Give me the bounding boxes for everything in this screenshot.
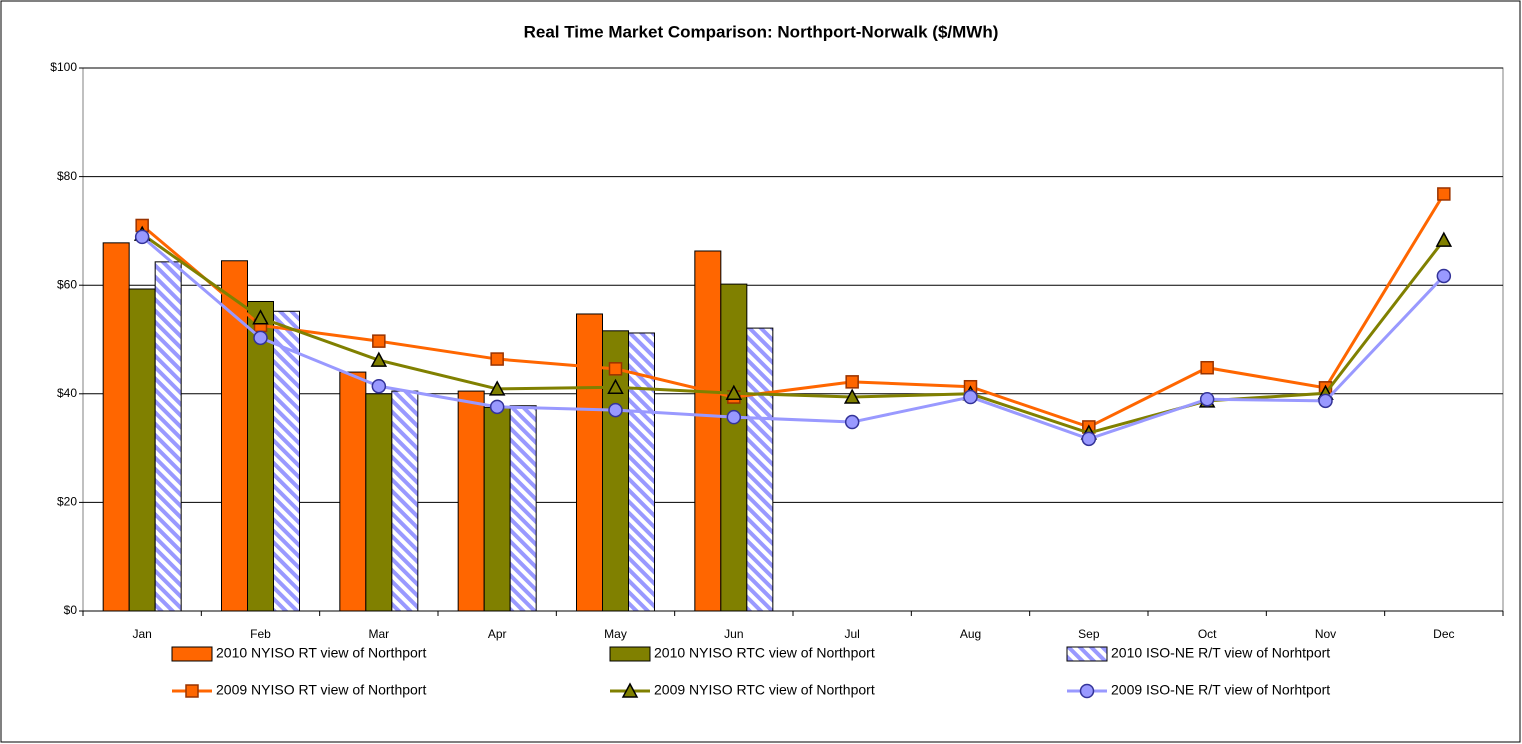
x-tick-label: May xyxy=(604,627,627,641)
marker xyxy=(1435,231,1453,247)
bar xyxy=(628,332,655,612)
legend-marker xyxy=(1079,683,1095,699)
marker xyxy=(844,414,860,430)
marker xyxy=(1436,268,1452,284)
bar xyxy=(102,242,130,612)
bar xyxy=(391,390,419,612)
marker xyxy=(608,402,623,418)
y-tick-label: $20 xyxy=(57,495,77,509)
legend-label: 2009 NYISO RTC view of Northport xyxy=(654,682,875,698)
legend-item: 2009 ISO-NE R/T view of Norhtport xyxy=(1067,682,1330,699)
bar xyxy=(247,300,274,612)
legend-item: 2010 ISO-NE R/T view of Norhtport xyxy=(1066,645,1330,662)
marker xyxy=(372,334,386,348)
marker xyxy=(726,409,742,425)
y-tick-label: $80 xyxy=(57,169,77,183)
legend-label: 2010 NYISO RT view of Northport xyxy=(216,645,426,661)
x-tick-label: Jan xyxy=(132,627,151,641)
marker xyxy=(1318,393,1333,409)
bar xyxy=(483,406,511,612)
x-tick-label: Dec xyxy=(1433,627,1454,641)
bar xyxy=(509,405,537,612)
x-tick-label: Apr xyxy=(488,627,507,641)
x-tick-label: Feb xyxy=(250,627,271,641)
marker xyxy=(725,384,743,401)
bar xyxy=(720,283,748,612)
legend-label: 2010 NYISO RTC view of Northport xyxy=(654,645,875,661)
legend-label: 2009 ISO-NE R/T view of Norhtport xyxy=(1111,682,1330,698)
legend-label: 2010 ISO-NE R/T view of Norhtport xyxy=(1111,645,1330,661)
legend-swatch xyxy=(171,646,213,662)
marker xyxy=(607,378,624,395)
bar xyxy=(746,327,774,612)
marker xyxy=(370,351,388,367)
bar xyxy=(221,260,248,612)
bar xyxy=(154,261,182,612)
chart-title: Real Time Market Comparison: Northport-N… xyxy=(524,22,999,41)
marker xyxy=(134,229,150,245)
marker xyxy=(843,388,861,404)
marker xyxy=(1200,360,1214,375)
marker xyxy=(1199,391,1215,407)
x-tick-label: Aug xyxy=(960,627,981,641)
y-tick-label: $60 xyxy=(57,277,77,291)
marker xyxy=(252,309,269,325)
x-tick-label: Nov xyxy=(1315,627,1336,641)
bar xyxy=(576,313,603,612)
legend-swatch xyxy=(1066,646,1108,662)
line xyxy=(141,235,1445,441)
bar xyxy=(273,310,300,612)
marker xyxy=(845,375,859,389)
marker xyxy=(371,378,387,394)
legend-swatch xyxy=(609,646,651,662)
x-tick-label: Sep xyxy=(1078,627,1100,641)
bar xyxy=(457,390,485,612)
x-tick-label: Jun xyxy=(724,627,743,641)
marker xyxy=(253,330,268,346)
x-tick-label: Jul xyxy=(844,627,859,641)
bar xyxy=(339,371,367,612)
marker xyxy=(488,380,506,396)
line xyxy=(141,193,1446,429)
bar xyxy=(602,330,629,612)
legend-item: 2009 NYISO RTC view of Northport xyxy=(610,682,875,698)
legend-marker xyxy=(621,682,639,698)
y-tick-label: $100 xyxy=(50,60,77,74)
marker xyxy=(1081,431,1097,447)
legend-item: 2010 NYISO RTC view of Northport xyxy=(609,645,875,662)
marker xyxy=(489,399,505,415)
bar xyxy=(694,250,722,612)
marker xyxy=(490,352,504,366)
legend-marker xyxy=(185,684,199,698)
legend-label: 2009 NYISO RT view of Northport xyxy=(216,682,426,698)
marker xyxy=(963,389,978,405)
legend-item: 2009 NYISO RT view of Northport xyxy=(172,682,426,698)
y-tick-label: $40 xyxy=(57,386,77,400)
y-tick-label: $0 xyxy=(64,603,78,617)
marker xyxy=(1437,187,1451,201)
bar xyxy=(365,393,393,612)
marker xyxy=(608,362,623,376)
x-tick-label: Mar xyxy=(368,627,389,641)
legend-item: 2010 NYISO RT view of Northport xyxy=(171,645,426,662)
bar xyxy=(128,288,156,612)
x-tick-label: Oct xyxy=(1198,627,1217,641)
